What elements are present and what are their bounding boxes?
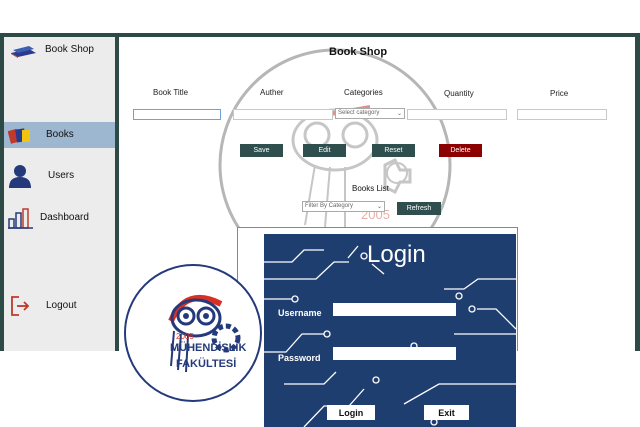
logo-line2: FAKÜLTESİ [176,358,237,370]
label-author: Auther [260,88,284,97]
label-quantity: Quantity [444,89,474,98]
label-price: Price [550,89,569,98]
save-button[interactable]: Save [240,144,283,157]
quantity-input[interactable] [407,109,507,120]
sidebar-item-label: Logout [46,300,77,311]
filter-category-select[interactable]: Filter By Category ⌄ [302,201,385,212]
password-label: Password [278,353,321,363]
delete-button[interactable]: Delete [439,144,482,157]
label-categories: Categories [344,88,383,97]
page-title: Book Shop [329,46,388,58]
faculty-logo: 2005 MÜHENDİSLİK FAKÜLTESİ [124,264,262,402]
sidebar-item-label: Books [46,129,74,140]
category-select-value: Select category [338,110,380,116]
bar-chart-icon [8,208,33,229]
filter-select-value: Filter By Category [305,203,354,209]
logo-year: 2005 [176,332,194,341]
chevron-down-icon: ⌄ [376,204,382,210]
chevron-down-icon: ⌄ [396,111,402,117]
sidebar-item-label: Dashboard [40,212,89,223]
username-label: Username [278,308,322,318]
logout-icon [11,296,30,316]
price-input[interactable] [517,109,607,120]
reset-button[interactable]: Reset [372,144,415,157]
sidebar-item-books[interactable]: Books [4,122,115,148]
sidebar-item-users[interactable]: Users [4,162,115,188]
books-icon [8,128,30,144]
books-list-title: Books List [352,184,389,193]
exit-button[interactable]: Exit [424,405,469,420]
app-brand: Book Shop [4,40,115,66]
login-button[interactable]: Login [327,405,375,420]
edit-button[interactable]: Edit [303,144,346,157]
book-icon [11,46,36,58]
category-select[interactable]: Select category ⌄ [335,108,405,119]
sidebar-item-logout[interactable]: Logout [4,293,115,319]
username-input[interactable] [333,303,456,316]
label-book-title: Book Title [153,88,189,97]
logo-line1: MÜHENDİSLİK [170,342,247,354]
password-input[interactable] [333,347,456,360]
author-input[interactable] [233,109,333,120]
book-title-input[interactable] [133,109,221,120]
owl-icon [168,294,241,373]
sidebar: Book Shop Books Users Dashboard [4,37,115,351]
login-title: Login [367,241,426,268]
app-title: Book Shop [45,44,94,55]
user-icon [9,165,31,188]
sidebar-item-dashboard[interactable]: Dashboard [4,205,115,231]
refresh-button[interactable]: Refresh [397,202,441,215]
login-window: Login Username Password Login Exit [264,234,516,427]
sidebar-item-label: Users [48,170,75,181]
